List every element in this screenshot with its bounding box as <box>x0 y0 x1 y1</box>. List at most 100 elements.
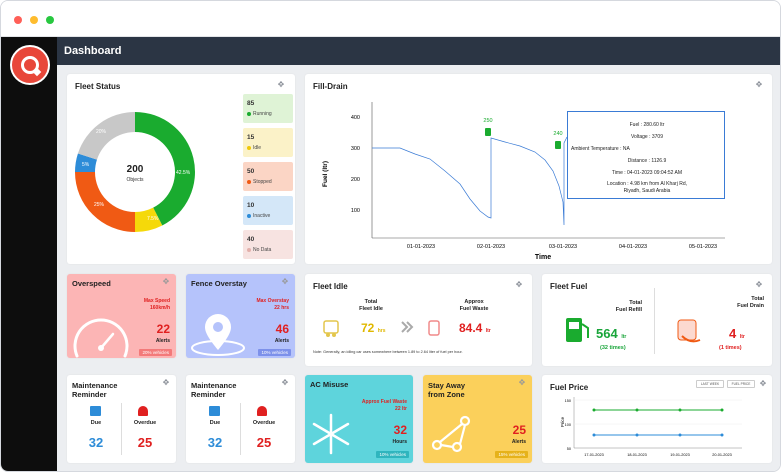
status-inactive[interactable]: 10 Inactive <box>243 196 293 225</box>
status-label: Inactive <box>253 213 271 219</box>
location-pin-icon <box>191 314 245 356</box>
segment-label: 20% <box>96 129 107 135</box>
total-refill-label: Total Fuel Refill <box>602 300 642 314</box>
tooltip-ambient: Ambient Temperature : NA <box>571 146 630 152</box>
title-line: Reminder <box>72 390 107 399</box>
expand-icon[interactable]: ✥ <box>515 280 523 289</box>
status-stopped[interactable]: 50 Stopped <box>243 162 293 191</box>
max-overstay-info: Max Overstay 22 hrs <box>256 298 289 312</box>
x-tick: 04-01-2023 <box>619 244 647 250</box>
close-window-button[interactable] <box>14 16 22 24</box>
alerts-label: Alerts <box>274 338 289 344</box>
status-dot-icon <box>247 213 251 218</box>
app-logo[interactable] <box>10 45 50 85</box>
tooltip-time: Time : 04-01-2023 09:04:52 AM <box>611 170 683 176</box>
donut-segment[interactable] <box>135 207 163 232</box>
label-line: Fuel Drain <box>737 303 764 309</box>
window-chrome <box>1 1 780 37</box>
zone-route-icon <box>431 415 471 453</box>
title-line: Reminder <box>191 390 226 399</box>
donut-segment[interactable] <box>75 172 135 232</box>
vehicles-badge: 10% vehicles <box>376 451 409 458</box>
status-label-wrap: Idle <box>247 145 261 151</box>
maintenance-reminder-card[interactable]: Maintenance Reminder ✥ Due Overdue 32 25 <box>67 375 176 463</box>
status-count: 10 <box>247 202 255 209</box>
drain-times: (1 times) <box>719 345 742 351</box>
expand-icon[interactable]: ✥ <box>281 277 289 286</box>
refill-value: 564 <box>596 326 618 341</box>
segment-label: 7.5% <box>147 216 159 222</box>
overdue-label: Overdue <box>252 420 276 426</box>
x-tick: 19-01-2023 <box>670 453 689 457</box>
approx-fuel-waste-label: Approx Fuel Waste <box>449 299 499 313</box>
status-dot-icon <box>247 179 251 184</box>
expand-icon[interactable]: ✥ <box>281 378 289 387</box>
y-tick: 50 <box>567 447 571 451</box>
y-axis-label: Price <box>560 416 565 427</box>
divider <box>240 403 241 455</box>
card-title: Overspeed <box>72 279 111 288</box>
title-line: from Zone <box>428 390 465 399</box>
max-speed-value: 160km/h <box>149 305 170 311</box>
label-line: Fuel Waste <box>459 306 489 312</box>
segment-label: 25% <box>94 202 105 208</box>
ac-misuse-count: 32 <box>393 423 407 437</box>
minimize-window-button[interactable] <box>30 16 38 24</box>
x-tick: 18-01-2023 <box>627 453 646 457</box>
max-overstay-label: Max Overstay <box>256 298 289 304</box>
chart-tooltip: Fuel : 280.60 ltr Voltage : 3709 Ambient… <box>567 111 725 199</box>
donut-segment[interactable] <box>77 112 135 160</box>
status-running[interactable]: 85 Running <box>243 94 293 123</box>
fleet-idle-card: Fleet Idle ✥ Total Fleet Idle Approx Fue… <box>305 274 532 366</box>
alerts-label: Alerts <box>511 439 526 445</box>
expand-icon[interactable]: ✥ <box>755 280 763 289</box>
sidebar <box>1 37 57 471</box>
metric-dropdown[interactable]: FUEL PRICE <box>727 380 755 388</box>
maximize-window-button[interactable] <box>46 16 54 24</box>
overspeed-card[interactable]: Overspeed ✥ Max Speed 160km/h 22 Alerts … <box>67 274 176 358</box>
fuel-pump-icon[interactable] <box>555 141 561 149</box>
car-icon <box>323 320 339 334</box>
expand-icon[interactable]: ✥ <box>162 277 170 286</box>
status-dot-icon <box>247 247 251 252</box>
expand-icon[interactable]: ✥ <box>518 378 526 387</box>
overdue-value: 25 <box>137 435 153 450</box>
maintenance-reminder-card[interactable]: Maintenance Reminder ✥ Due Overdue 32 25 <box>186 375 295 463</box>
card-title: Fence Overstay <box>191 279 247 288</box>
due-value: 32 <box>88 435 104 450</box>
waste-value-wrap: 84.4 ltr <box>459 321 491 335</box>
logo-ring-icon <box>21 56 39 74</box>
top-bar: Dashboard <box>57 37 780 65</box>
expand-icon[interactable]: ✥ <box>162 378 170 387</box>
expand-icon[interactable]: ✥ <box>277 80 285 89</box>
status-label-wrap: Stopped <box>247 179 272 185</box>
hours-label: Hours <box>392 439 407 445</box>
vehicles-badge: 20% vehicles <box>139 349 172 356</box>
expand-icon[interactable]: ✥ <box>755 80 763 89</box>
donut-segment[interactable] <box>75 153 97 172</box>
status-count: 85 <box>247 100 255 107</box>
due-label: Due <box>90 420 102 426</box>
card-title: Fill-Drain <box>313 82 348 91</box>
expand-icon[interactable]: ✥ <box>759 379 767 388</box>
status-idle[interactable]: 15 Idle <box>243 128 293 157</box>
logo-tail-icon <box>32 67 42 77</box>
max-speed-label: Max Speed <box>143 298 170 304</box>
status-dot-icon <box>247 111 251 116</box>
status-no-data[interactable]: 40 No Data <box>243 230 293 259</box>
fleet-idle-icons <box>323 320 440 337</box>
drain-value: 4 <box>729 326 737 341</box>
ac-misuse-card[interactable]: AC Misuse Approx Fuel Waste 22 ltr 32 Ho… <box>305 375 413 463</box>
y-tick: 200 <box>351 177 360 183</box>
donut-segment[interactable] <box>135 112 196 226</box>
fuel-pump-icon <box>428 320 440 336</box>
card-title: AC Misuse <box>310 380 349 389</box>
fence-overstay-card[interactable]: Fence Overstay ✥ Max Overstay 22 hrs 46 … <box>186 274 295 358</box>
status-count: 50 <box>247 168 255 175</box>
fuel-pump-icon[interactable] <box>485 128 491 136</box>
period-dropdown[interactable]: LAST WEEK <box>696 380 724 388</box>
status-label-wrap: Inactive <box>247 213 270 219</box>
fleet-idle-note: Note: Generally, an idling car uses some… <box>313 350 463 354</box>
stay-away-card[interactable]: Stay Away from Zone ✥ 25 Alerts 15% vehi… <box>423 375 532 463</box>
total-objects-value: 200 <box>126 164 144 175</box>
